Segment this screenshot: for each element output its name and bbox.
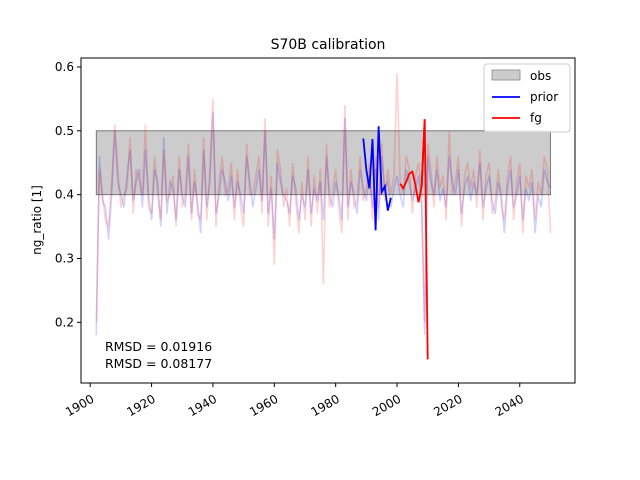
y-tick-label: 0.4: [55, 188, 74, 202]
fg-tail-line: [420, 119, 429, 360]
axes-frame: [80, 57, 576, 384]
y-tick-label: 0.2: [55, 315, 74, 329]
x-tick-label: 2020: [431, 392, 464, 419]
legend-obs-swatch: [491, 69, 521, 81]
x-tick-label: 1980: [309, 392, 342, 419]
plot-area: [95, 73, 552, 360]
x-tick-label: 2000: [370, 392, 403, 419]
legend-box: [483, 63, 571, 133]
x-tick-label: 1900: [63, 392, 96, 419]
rmsd-prior-annotation: RMSD = 0.01916: [105, 339, 212, 354]
legend-fg-label: fg: [530, 111, 542, 125]
chart-title: S70B calibration: [271, 37, 386, 53]
prior-faded-line: [95, 111, 552, 336]
y-tick-label: 0.6: [55, 60, 74, 74]
legend-prior-label: prior: [530, 90, 558, 104]
y-tick-label: 0.5: [55, 124, 74, 138]
rmsd-fg-annotation: RMSD = 0.08177: [105, 356, 212, 371]
fg-faded-line: [95, 73, 552, 323]
y-axis-label: ng_ratio [1]: [30, 185, 44, 255]
x-tick-label: 2040: [493, 392, 526, 419]
prior-series-line: [362, 126, 392, 231]
legend: obs prior fg: [483, 63, 571, 133]
x-tick-label: 1920: [124, 392, 157, 419]
fg-series-line: [399, 119, 426, 203]
x-tick-label: 1940: [186, 392, 219, 419]
y-tick-label: 0.3: [55, 251, 74, 265]
x-tick-label: 1960: [247, 392, 280, 419]
legend-obs-label: obs: [530, 69, 551, 83]
obs-band: [95, 130, 551, 196]
